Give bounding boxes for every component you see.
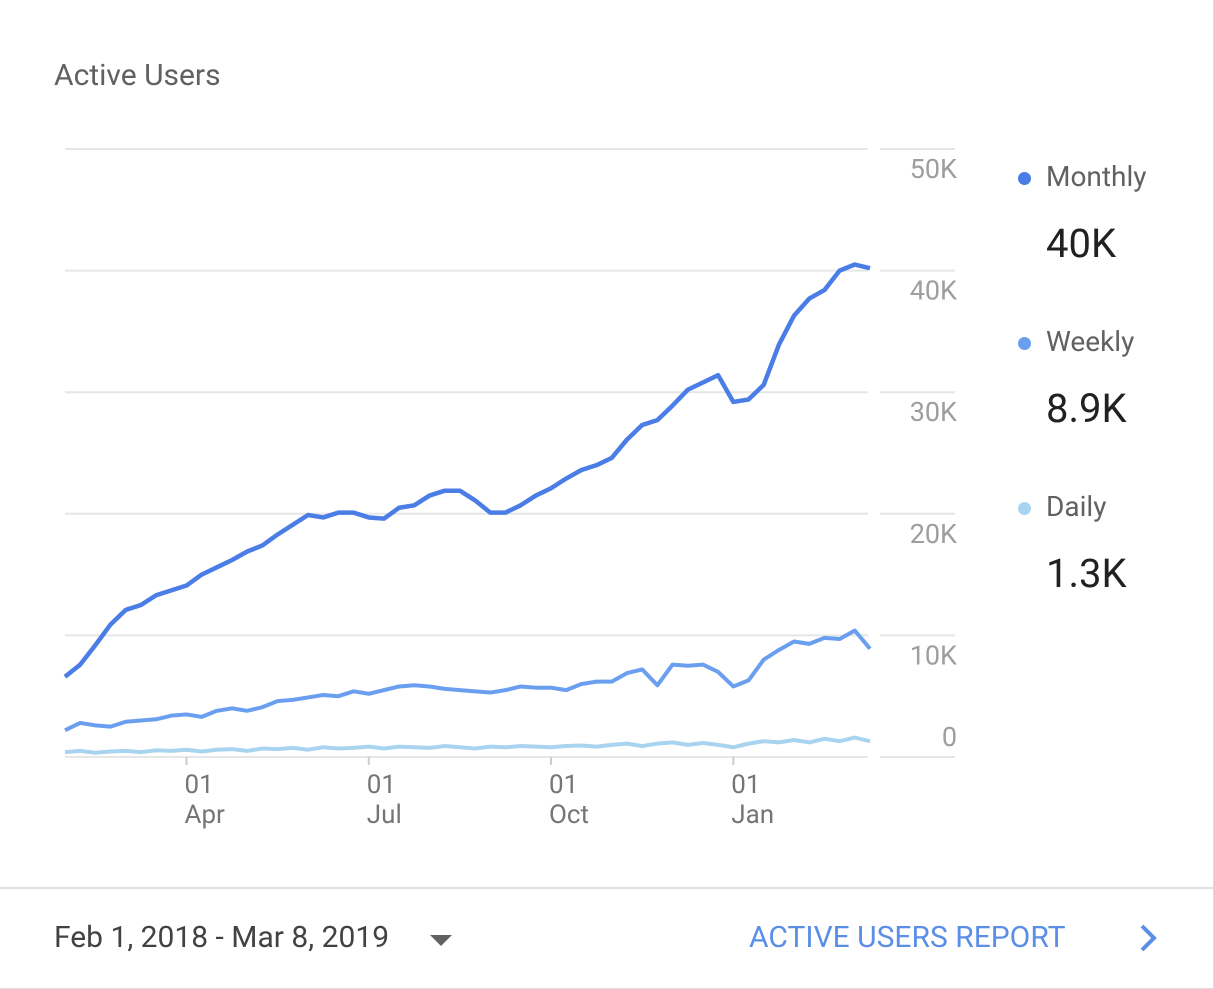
legend-dot (1018, 502, 1031, 515)
legend-value: 8.9K (1046, 385, 1127, 432)
legend-value: 1.3K (1046, 550, 1127, 597)
legend-dot (1018, 337, 1031, 350)
x-tick-label: 01 Jan (731, 770, 775, 830)
y-tick-label: 50K (910, 153, 957, 185)
separator (0, 887, 1213, 889)
legend-name: Weekly (1046, 325, 1135, 358)
y-tick-label: 20K (910, 518, 957, 550)
x-tick-label: 01 Oct (549, 770, 590, 830)
series-line (64, 628, 872, 733)
legend-name: Monthly (1046, 160, 1147, 193)
x-tick-label: 01 Apr (184, 770, 225, 830)
y-tick-label: 40K (910, 275, 957, 307)
date-range-picker[interactable]: Feb 1, 2018 - Mar 8, 2019 (54, 920, 390, 955)
y-tick-label: 0 (942, 721, 957, 753)
y-tick-label: 30K (910, 396, 957, 428)
x-tick-label: 01 Jul (366, 770, 402, 830)
chevron-icon[interactable] (1136, 920, 1166, 960)
series-line (64, 735, 871, 755)
chart: 0 10K 20K 30K 40K 50K (63, 148, 957, 765)
dropdown-caret[interactable] (430, 935, 452, 946)
legend-dot (1018, 172, 1031, 185)
series-line (63, 262, 871, 679)
legend-value: 40K (1046, 220, 1117, 267)
legend-name: Daily (1046, 490, 1107, 523)
card-title: Active Users (54, 58, 221, 93)
y-tick-label: 10K (910, 639, 957, 671)
report-link[interactable]: ACTIVE USERS REPORT (749, 920, 1066, 955)
